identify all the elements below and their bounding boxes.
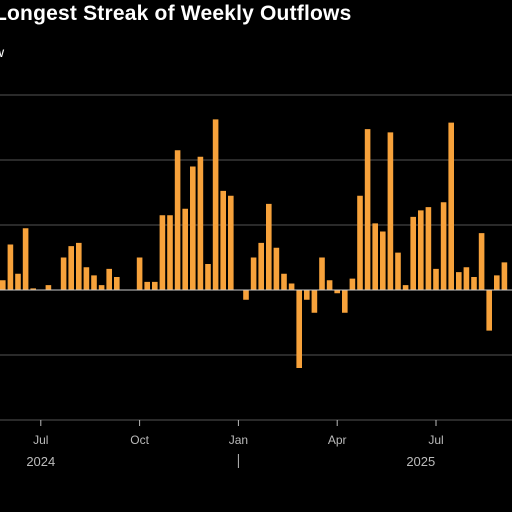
bar (68, 246, 74, 290)
bar (106, 268, 112, 290)
bar (83, 267, 90, 290)
bar (205, 264, 211, 290)
bar (152, 281, 158, 290)
bar (463, 267, 470, 290)
bar (98, 285, 105, 290)
bar (281, 273, 287, 290)
bar (174, 150, 181, 290)
year-label: 2024 (26, 454, 55, 469)
bar (395, 252, 401, 290)
bar (7, 244, 14, 290)
bar (258, 242, 264, 290)
x-axis-ticks: Jul Oct Jan Apr Jul 2024 2025 (26, 420, 444, 469)
bar (243, 290, 249, 300)
bar (91, 275, 97, 290)
bar (425, 207, 432, 290)
bar (266, 203, 272, 290)
bar (296, 290, 302, 368)
bar (448, 122, 454, 290)
bar (212, 119, 219, 290)
x-tick-label: Apr (328, 433, 347, 447)
bar (402, 285, 409, 290)
bar (182, 208, 188, 290)
bar (334, 290, 340, 294)
bar (478, 233, 485, 290)
x-tick-label: Jan (229, 433, 248, 447)
bar (228, 195, 234, 290)
bar (0, 280, 6, 290)
bar (304, 290, 310, 300)
bar (159, 215, 166, 290)
bar (440, 202, 447, 290)
bar (136, 257, 143, 290)
bar (30, 288, 36, 290)
bar (197, 156, 204, 290)
bar (494, 275, 500, 290)
bar (22, 228, 29, 290)
bar (311, 290, 318, 313)
bar (349, 278, 356, 290)
bar-series (0, 119, 508, 368)
x-tick-label: Jul (33, 433, 48, 447)
bar (326, 280, 333, 290)
bar (486, 290, 492, 331)
bar (501, 262, 508, 290)
bar (288, 283, 295, 290)
bar (319, 257, 325, 290)
bar (410, 216, 416, 290)
grid-lines (0, 94, 512, 421)
bar (342, 290, 348, 313)
bar (114, 277, 120, 290)
bar (372, 223, 378, 290)
x-tick-label: Jul (428, 433, 443, 447)
bar (45, 285, 52, 290)
bar (380, 231, 386, 290)
year-label: 2025 (406, 454, 435, 469)
bar (190, 166, 196, 290)
bar (357, 195, 363, 290)
bar (418, 210, 424, 290)
bar (456, 272, 462, 290)
bar (250, 257, 257, 290)
bar (387, 132, 394, 290)
chart-subtitle: w (0, 44, 4, 60)
x-tick-label: Oct (130, 433, 149, 447)
bar (220, 190, 226, 290)
bar (471, 277, 477, 290)
bar (273, 247, 280, 290)
chart-title: Longest Streak of Weekly Outflows (0, 2, 352, 25)
bar (15, 273, 21, 290)
bar (167, 215, 173, 290)
bar (433, 268, 439, 290)
bar (76, 242, 82, 290)
bar (144, 281, 150, 290)
bar (364, 129, 371, 290)
bar (60, 257, 67, 290)
